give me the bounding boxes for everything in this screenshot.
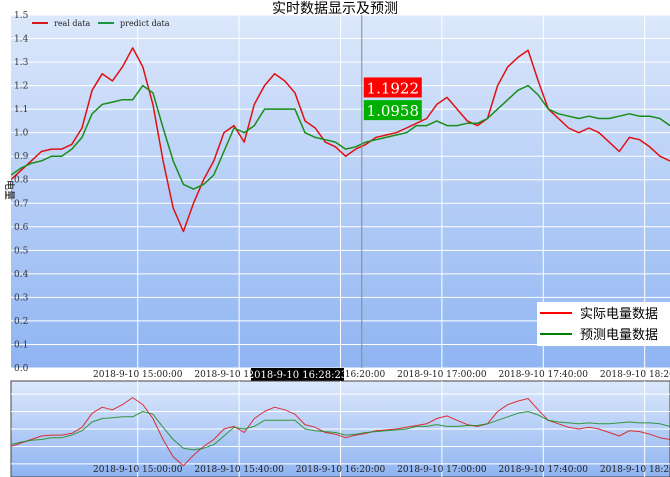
cursor-real-badge (363, 77, 422, 98)
y-tick-label: 0.1 (14, 340, 28, 350)
cursor-predict-badge (363, 100, 422, 121)
y-tick-label: 1.4 (14, 35, 29, 45)
x-tick-label: 2018-9-10 17:00:00 (397, 370, 487, 380)
legend-label: 实际电量数据 (580, 307, 658, 322)
y-tick-label: 1.0 (14, 129, 29, 139)
overview-x-tick-label: 2018-9-10 15:00:00 (93, 465, 183, 475)
series-line (11, 84, 670, 190)
legend-box (537, 302, 670, 346)
overview-x-tick-label: 2018-9-10 16:20:00 (296, 465, 386, 475)
x-tick-label: 2018-9-10 18:20:00 (600, 370, 670, 380)
y-tick-label: 0.9 (14, 152, 29, 162)
overview-series-line (11, 411, 670, 451)
y-tick-label: 1.5 (14, 11, 29, 21)
y-tick-label: 0.2 (14, 317, 28, 327)
series-line (11, 47, 670, 233)
overview-series-group (11, 397, 670, 467)
y-tick-label: 1.3 (14, 58, 29, 68)
cursor-time-badge (251, 368, 344, 381)
y-tick-label: 0.7 (14, 199, 29, 209)
overview-series-line (11, 397, 670, 467)
overview-x-tick-label: 2018-9-10 17:40:00 (499, 465, 589, 475)
y-tick-label: 0.3 (14, 293, 29, 303)
legend-top-label: predict data (120, 19, 170, 28)
x-tick-label: 2018-9-10 15:40:00 (194, 370, 284, 380)
legend-label: 预测电量数据 (580, 328, 658, 343)
cursor-real-value: 1.1922 (367, 79, 420, 97)
overview-x-tick-label: 2018-9-10 18:20:00 (600, 465, 670, 475)
y-tick-label: 1.2 (14, 82, 28, 92)
y-tick-label: 0.4 (14, 270, 29, 280)
y-tick-label: 0.8 (14, 176, 29, 186)
legend-top-label: real data (54, 19, 91, 28)
cursor-predict-value: 1.0958 (367, 102, 420, 120)
y-tick-label: 1.1 (14, 105, 28, 115)
chart-title: 实时数据显示及预测 (272, 1, 398, 17)
x-tick-label: 2018-9-10 17:40:00 (499, 370, 589, 380)
cursor-time-label: 2018-9-10 16:28:23 (248, 370, 347, 381)
overview-x-tick-label: 2018-9-10 15:40:00 (194, 465, 284, 475)
overview-x-tick-label: 2018-9-10 17:00:00 (397, 465, 487, 475)
y-tick-label: 0.0 (14, 364, 29, 374)
y-axis-label: 电量 (3, 180, 16, 200)
x-tick-label: 2018-9-10 15:00:00 (93, 370, 183, 380)
y-tick-label: 0.5 (14, 246, 29, 256)
y-tick-label: 0.6 (14, 223, 29, 233)
main-series-group (11, 47, 670, 233)
